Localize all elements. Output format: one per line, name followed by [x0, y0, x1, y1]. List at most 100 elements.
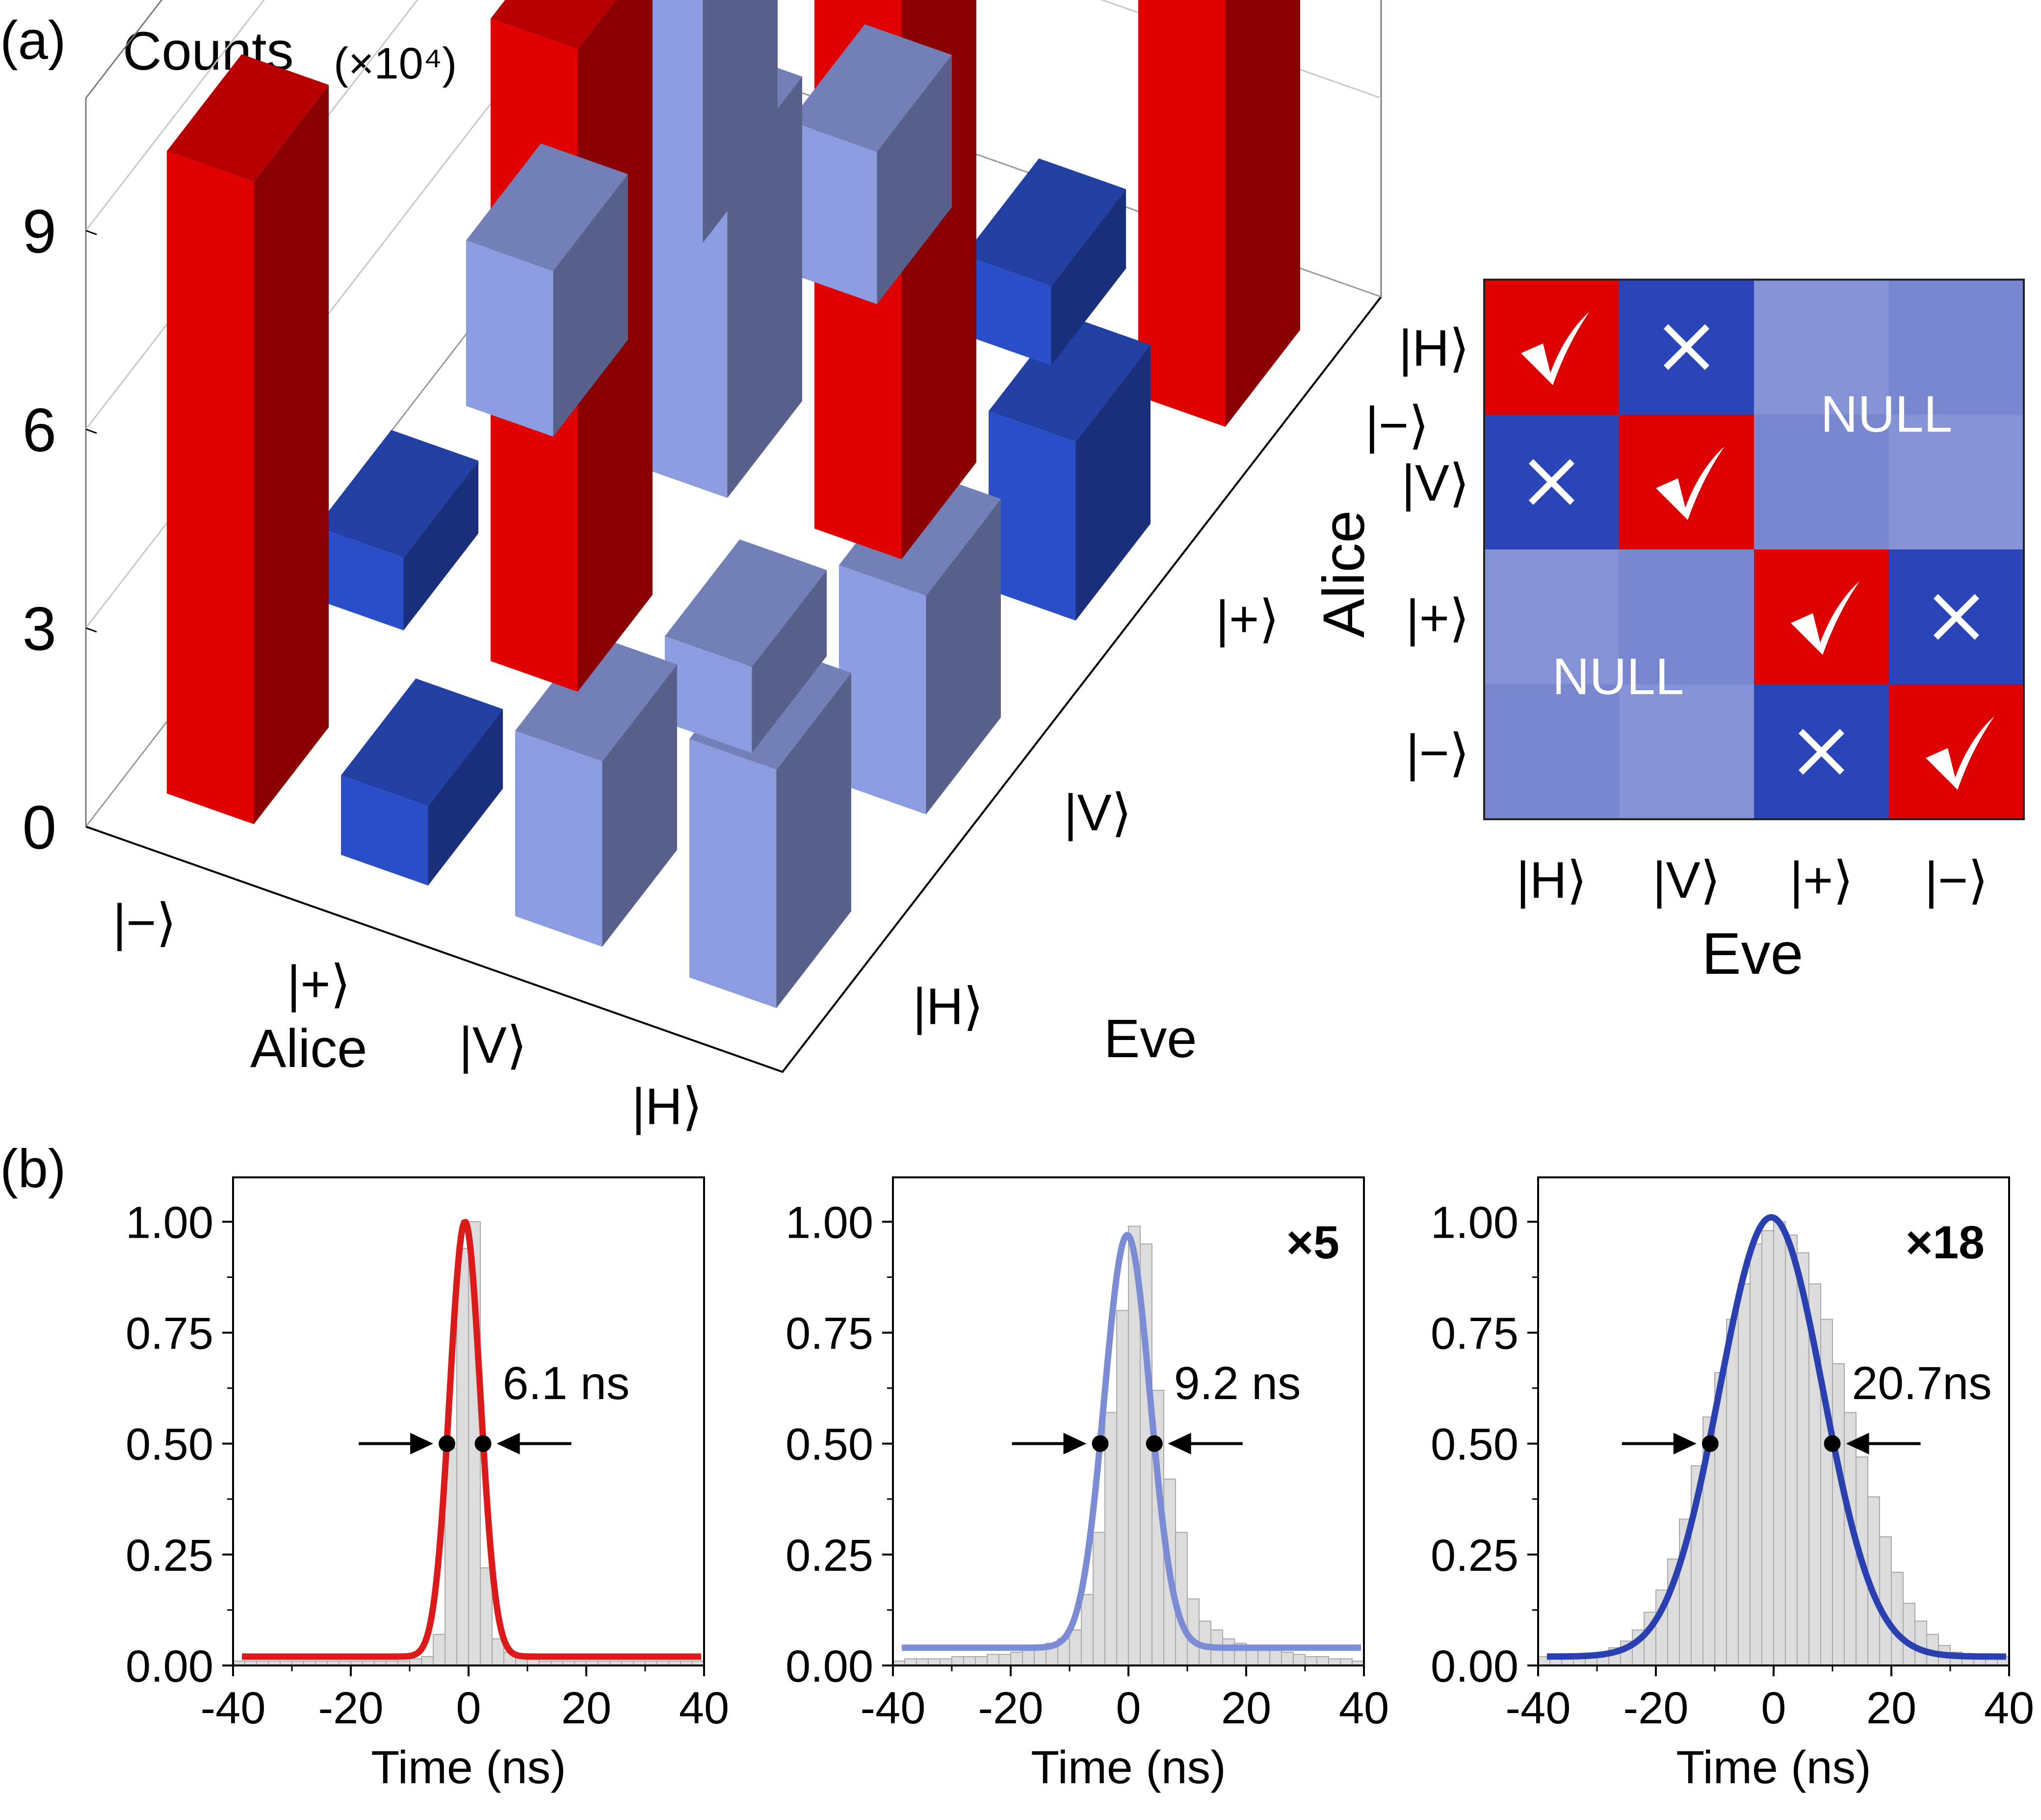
- bar-face-top: [964, 158, 1126, 286]
- y-tick-label: 0.50: [1431, 1420, 1518, 1470]
- bar-face-front-right: [1225, 0, 1300, 427]
- x-tick-label: 0: [1116, 1683, 1141, 1733]
- hist-bar: [1222, 1638, 1235, 1666]
- hist-bar: [1914, 1620, 1927, 1666]
- x-tick-label: 20: [1221, 1683, 1271, 1733]
- bar-face-top: [790, 24, 952, 152]
- y-tick-label: 0.00: [1431, 1641, 1518, 1691]
- bar-face-front-left: [466, 240, 553, 437]
- hist-bar: [1104, 1412, 1117, 1666]
- check-icon: [1926, 716, 1994, 790]
- half-max-point: [1701, 1435, 1719, 1452]
- matrix-cell-3-0: [1484, 684, 1619, 819]
- fwhm-label: 9.2 ns: [1174, 1357, 1301, 1409]
- z-tick: [85, 230, 97, 235]
- matrix-col-label: |H⟩: [1516, 852, 1587, 909]
- alice-axis-title: Alice: [250, 1018, 367, 1079]
- z-tick: [85, 428, 97, 434]
- bar-face-top: [515, 634, 677, 761]
- bar-face-front-left: [989, 411, 1076, 621]
- matrix-row-label: |V⟩: [1402, 455, 1469, 512]
- y-tick-label: 0.50: [126, 1420, 213, 1470]
- fwhm-label: 6.1 ns: [503, 1357, 630, 1409]
- half-max-point: [474, 1435, 492, 1452]
- eve-axis-title: Eve: [1104, 1009, 1197, 1069]
- matrix-null-label-bottom: NULL: [1552, 648, 1684, 705]
- matrix-cell-2-2: [1754, 549, 1889, 684]
- x-tick-label: 40: [1339, 1683, 1389, 1733]
- hist-bar: [480, 1567, 493, 1666]
- bar-face-front-left: [665, 636, 752, 753]
- bar-face-front-right: [602, 664, 677, 947]
- z-tick: [85, 826, 97, 832]
- scale-factor-label: ×5: [1286, 1217, 1339, 1269]
- hist-bar: [1891, 1572, 1904, 1666]
- x-tick-label: -40: [861, 1683, 926, 1733]
- cross-icon: [1798, 728, 1845, 775]
- matrix-cell-1-2: [1754, 415, 1889, 549]
- fwhm-arrow-left-head: [1673, 1432, 1697, 1455]
- z-axis-unit: (×10⁴): [334, 39, 457, 88]
- hist-bar: [1269, 1649, 1282, 1666]
- hist-bar: [1281, 1651, 1294, 1666]
- bar-alice-1-eve-0: [341, 678, 503, 885]
- matrix-x-title: Eve: [1702, 921, 1804, 987]
- eve-tick-label: |V⟩: [1064, 784, 1131, 842]
- hist-bar: [1773, 1221, 1786, 1666]
- y-tick-label: 0.00: [785, 1641, 873, 1691]
- hist-bar: [904, 1658, 917, 1666]
- check-icon: [1656, 446, 1725, 520]
- matrix-col-label: |−⟩: [1925, 852, 1989, 909]
- half-max-point: [1146, 1435, 1163, 1452]
- hist-bar: [1010, 1651, 1023, 1666]
- y-tick-label: 1.00: [1431, 1197, 1518, 1248]
- bar-face-top: [316, 430, 478, 558]
- hist-bar: [987, 1654, 999, 1666]
- hist-bar: [1879, 1536, 1892, 1666]
- matrix-labels: |H⟩ |V⟩ |+⟩ |−⟩ |H⟩ |V⟩ |+⟩ |−⟩: [1399, 320, 1988, 910]
- y-tick-label: 0.25: [785, 1531, 873, 1581]
- z-tick: [85, 627, 97, 633]
- eve-tick-label: |−⟩: [1365, 397, 1429, 454]
- fwhm-arrow-right-head: [1168, 1432, 1191, 1455]
- hist-bar: [940, 1658, 952, 1666]
- x-tick-label: -20: [978, 1683, 1044, 1733]
- bar-face-front-right: [1075, 345, 1151, 621]
- bar-face-front-left: [689, 739, 777, 1008]
- fwhm-arrow-right-head: [1846, 1432, 1869, 1455]
- matrix-cell-0-0: [1484, 280, 1619, 415]
- hist-bar: [1022, 1649, 1035, 1666]
- bar-face-front-right: [926, 499, 1001, 814]
- y-tick-label: 0.75: [785, 1309, 873, 1359]
- bar-face-top: [167, 54, 329, 182]
- y-tick-label: 0.25: [126, 1531, 213, 1581]
- x-tick-label: 40: [679, 1683, 729, 1733]
- bar-alice-0-eve-1: [316, 430, 478, 630]
- panel-a-label: (a): [0, 10, 66, 71]
- fwhm-arrow-right-head: [497, 1432, 520, 1455]
- cross-icon: [1663, 324, 1710, 370]
- bar-alice-3-eve-3: [1138, 0, 1300, 427]
- matrix-col-label: |+⟩: [1790, 852, 1854, 909]
- histogram-plots: 6.1 ns 0.00 0.25 0.50 0.75 1.00 -40 -20 0 20 40 Tim…: [126, 1176, 2034, 1794]
- x-tick-label: -40: [1506, 1683, 1571, 1733]
- bar-face-front-right: [877, 55, 952, 304]
- bar-alice-2-eve-0: [515, 634, 677, 947]
- cross-icon: [1933, 594, 1980, 640]
- hist-bar: [1081, 1594, 1094, 1666]
- x-tick-label: 20: [1866, 1683, 1916, 1733]
- x-tick-label: 0: [1761, 1683, 1786, 1733]
- matrix-cell-0-3: [1889, 280, 2024, 415]
- hist-bar: [1903, 1603, 1915, 1666]
- hist-bar: [1738, 1283, 1751, 1666]
- matrix-row-label: |+⟩: [1406, 590, 1469, 647]
- matrix-cell-1-3: [1889, 415, 2024, 549]
- bar-alice-0-eve-2: [466, 143, 628, 437]
- bar-face-top: [466, 143, 628, 271]
- hist-bar: [1328, 1658, 1341, 1666]
- y-tick-label: 0.75: [126, 1309, 213, 1359]
- hist-bar: [1340, 1658, 1353, 1666]
- bar-face-top: [665, 539, 827, 667]
- bar-face-front-left: [1138, 0, 1226, 427]
- hist-bar: [1785, 1234, 1798, 1666]
